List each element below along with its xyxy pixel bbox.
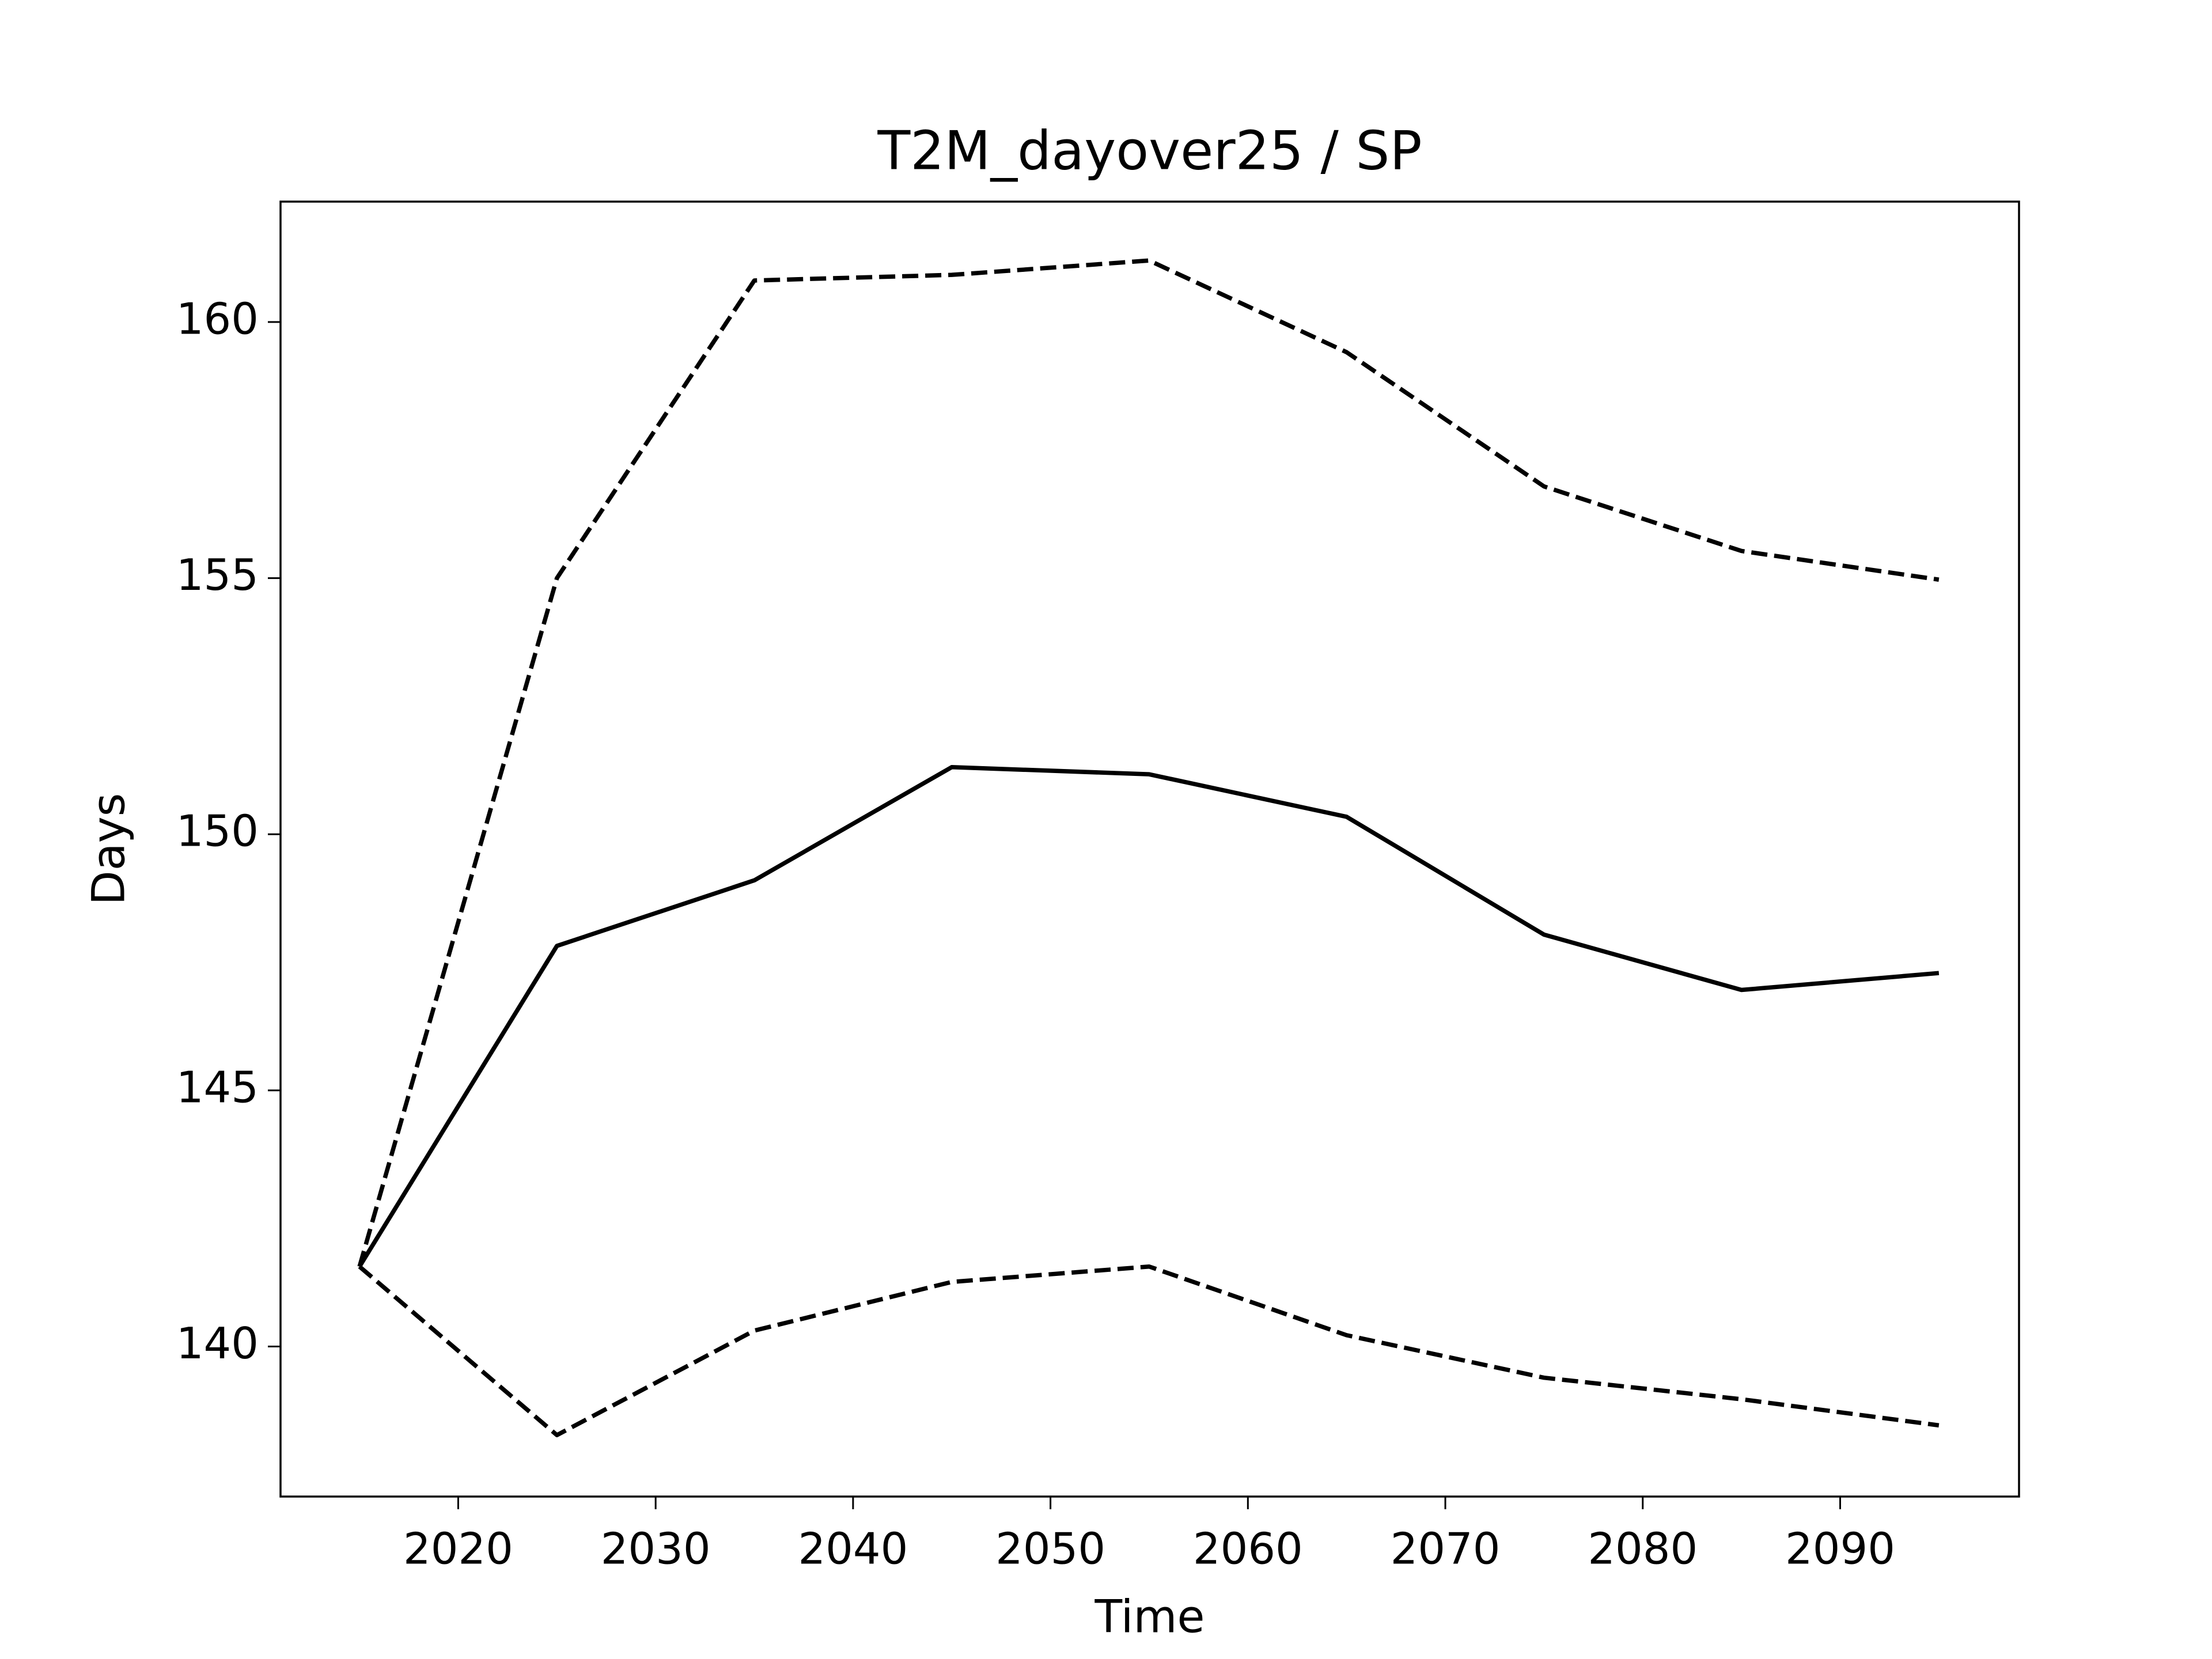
y-tick-label: 155 bbox=[176, 550, 259, 600]
line-series bbox=[357, 258, 1940, 1267]
x-tick-label: 2080 bbox=[1588, 1524, 1698, 1574]
plot-frame bbox=[279, 200, 2020, 1498]
chart-title: T2M_dayover25 / SP bbox=[877, 119, 1422, 181]
line-series bbox=[357, 764, 1940, 1268]
line-series bbox=[358, 1264, 1940, 1438]
y-axis-label: Days bbox=[83, 793, 135, 906]
x-tick-label: 2060 bbox=[1193, 1524, 1303, 1574]
x-tick-label: 2020 bbox=[403, 1524, 513, 1574]
y-tick-label: 140 bbox=[176, 1318, 259, 1369]
y-tick-label: 145 bbox=[176, 1062, 259, 1112]
x-axis-label: Time bbox=[1094, 1591, 1205, 1643]
y-tick-label: 160 bbox=[176, 293, 259, 344]
y-tick-label: 150 bbox=[176, 806, 259, 857]
x-tick-label: 2030 bbox=[601, 1524, 711, 1574]
x-tick-label: 2070 bbox=[1391, 1524, 1501, 1574]
x-tick-label: 2090 bbox=[1785, 1524, 1895, 1574]
x-tick-label: 2050 bbox=[995, 1524, 1105, 1574]
x-tick-label: 2040 bbox=[798, 1524, 908, 1574]
